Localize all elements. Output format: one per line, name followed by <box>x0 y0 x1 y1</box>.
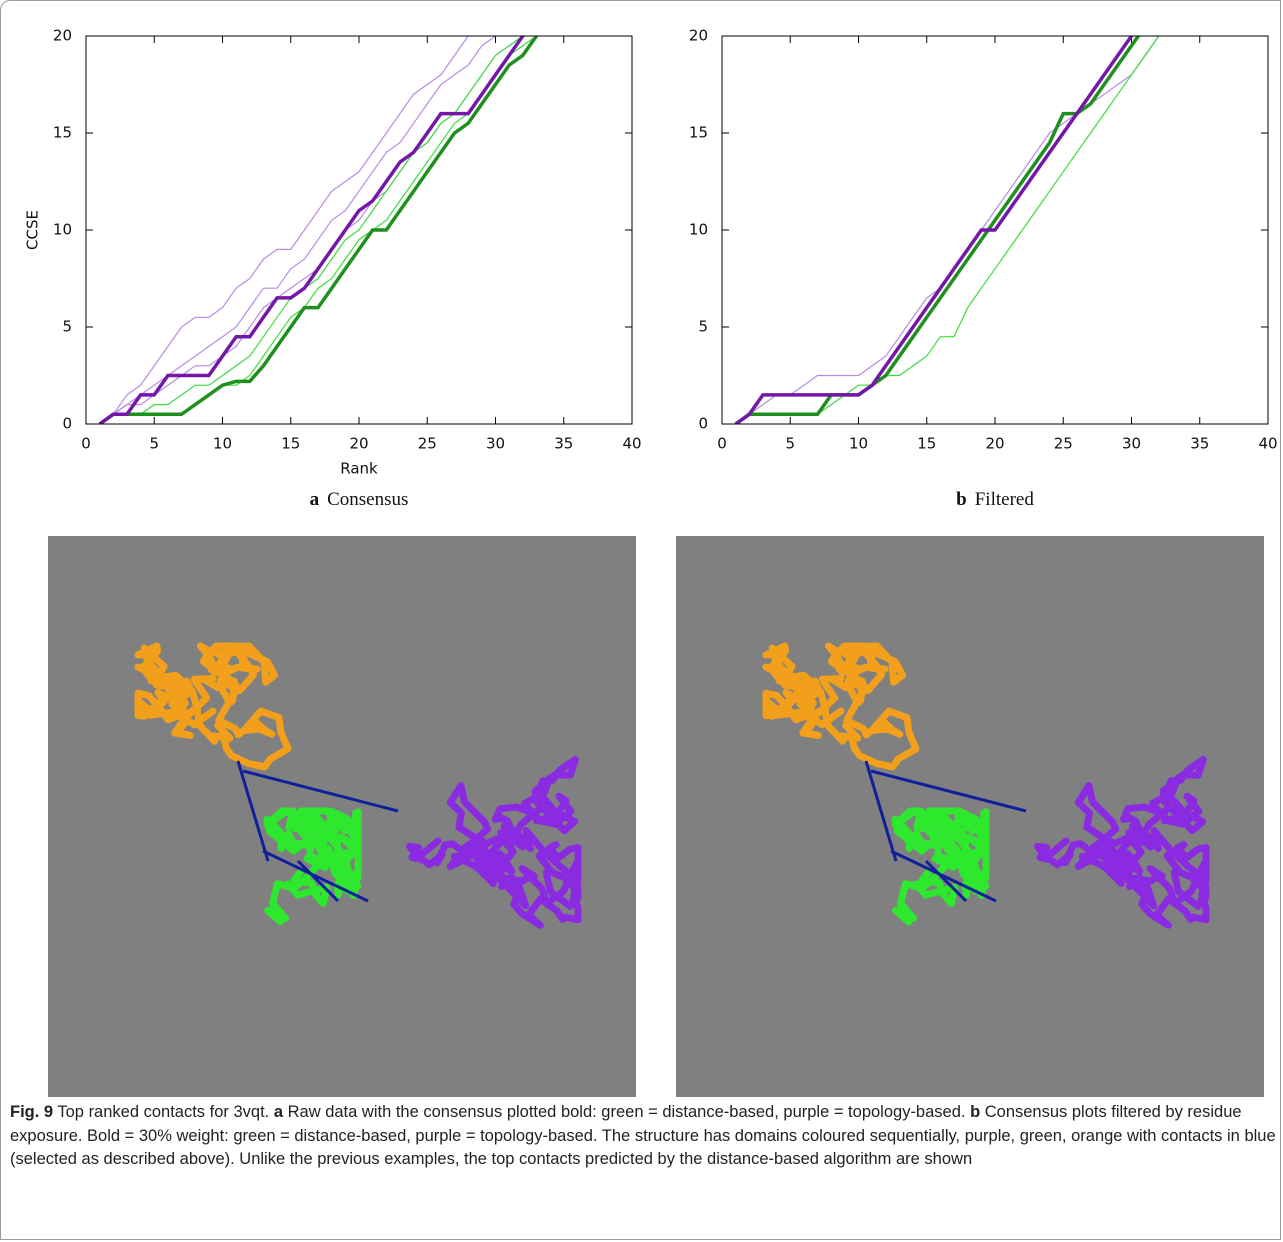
y-tick-label: 15 <box>689 124 708 142</box>
x-tick-label: 20 <box>985 435 1004 453</box>
data-line <box>99 36 497 424</box>
chain <box>762 642 920 771</box>
chain <box>406 755 582 929</box>
x-axis-label: Rank <box>340 460 378 478</box>
panel-label: b <box>956 489 967 510</box>
caption-segment: b <box>970 1103 981 1121</box>
x-tick-label: 5 <box>785 435 795 453</box>
panel-label: a <box>310 489 320 510</box>
x-tick-label: 30 <box>1122 435 1141 453</box>
data-line <box>734 36 1141 424</box>
y-tick-label: 0 <box>62 415 72 433</box>
panel-title: Consensus <box>327 489 408 510</box>
x-tick-label: 0 <box>81 435 91 453</box>
contact <box>924 859 968 903</box>
panel-caption: a Consensus <box>310 489 409 510</box>
caption-segment: Fig. 9 <box>10 1103 54 1121</box>
x-tick-label: 35 <box>554 435 573 453</box>
chain <box>263 807 362 926</box>
x-tick-label: 35 <box>1190 435 1209 453</box>
data-line <box>734 36 1134 424</box>
chain <box>134 642 292 771</box>
plot-frame <box>85 35 633 425</box>
caption-segment: Raw data with the consensus plotted bold… <box>283 1103 971 1121</box>
x-tick-label: 30 <box>486 435 505 453</box>
y-tick-label: 5 <box>62 318 72 336</box>
y-tick-label: 20 <box>689 27 708 45</box>
caption-segment: Consensus plots filtered by residue expo… <box>10 1103 1276 1168</box>
x-tick-label: 0 <box>717 435 727 453</box>
x-tick-label: 25 <box>418 435 437 453</box>
data-line <box>98 36 539 424</box>
x-tick-label: 20 <box>349 435 368 453</box>
data-line <box>99 36 538 424</box>
x-tick-label: 25 <box>1054 435 1073 453</box>
x-tick-label: 40 <box>622 435 641 453</box>
y-tick-label: 5 <box>698 318 708 336</box>
contact <box>262 849 369 903</box>
chain <box>891 807 990 926</box>
x-tick-label: 10 <box>213 435 232 453</box>
contact <box>296 859 340 903</box>
structure-image <box>676 536 1264 1097</box>
x-tick-label: 40 <box>1258 435 1277 453</box>
data-line <box>99 36 470 424</box>
caption-segment: Top ranked contacts for 3vqt. <box>53 1103 274 1121</box>
data-line <box>99 36 524 424</box>
y-tick-label: 10 <box>53 221 72 239</box>
contact <box>242 769 399 813</box>
y-tick-label: 20 <box>53 27 72 45</box>
x-tick-label: 15 <box>917 435 936 453</box>
y-axis-label: CCSE <box>24 210 42 250</box>
caption-segment: a <box>273 1103 284 1121</box>
y-tick-label: 15 <box>53 124 72 142</box>
contact <box>864 760 898 862</box>
contact <box>870 769 1027 813</box>
panel-caption: b Filtered <box>956 489 1034 510</box>
x-tick-label: 15 <box>281 435 300 453</box>
y-tick-label: 10 <box>689 221 708 239</box>
figure-graphics: 0 5 10 15 20 25 30 35 40 0 5 10 15 20 Rank CCSE a Consens… <box>24 27 1278 1097</box>
data-line <box>98 36 525 424</box>
data-line <box>99 36 524 424</box>
contact <box>236 760 270 862</box>
panel-title: Filtered <box>975 489 1035 510</box>
structure-image <box>48 536 636 1097</box>
contact <box>890 849 997 903</box>
figure-caption: Fig. 9 Top ranked contacts for 3vqt. a R… <box>10 1101 1276 1172</box>
x-tick-label: 5 <box>149 435 159 453</box>
plot-frame <box>721 35 1269 425</box>
y-tick-label: 0 <box>698 415 708 433</box>
chain <box>1034 755 1210 929</box>
x-tick-label: 10 <box>849 435 868 453</box>
